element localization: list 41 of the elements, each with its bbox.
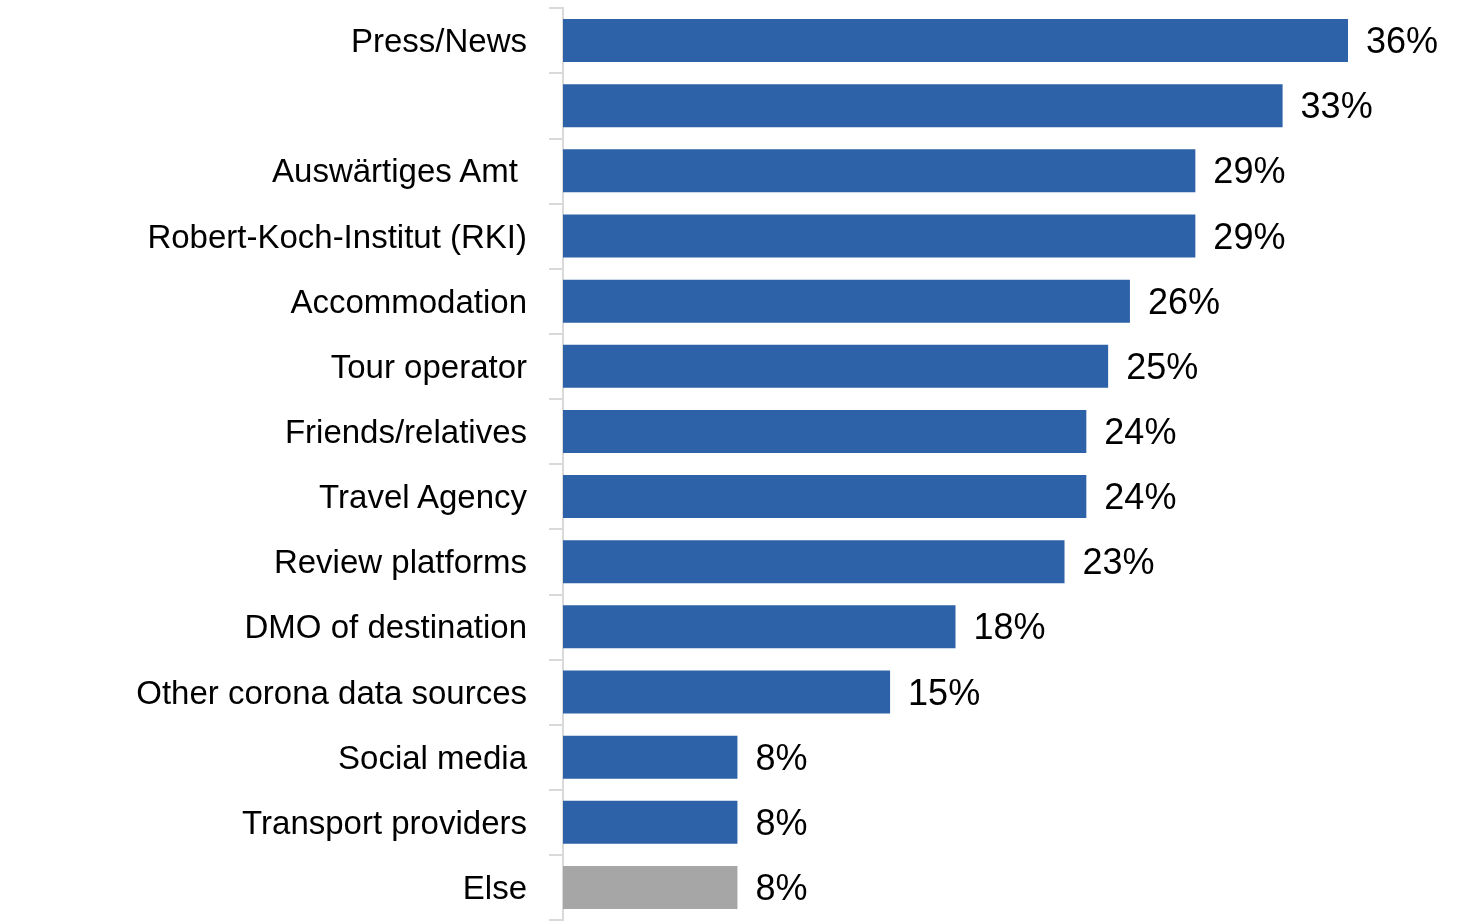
data-label: 24% [1104,476,1177,518]
y-tick-label: Transport providers [242,803,527,841]
y-tick-label: Robert-Koch-Institut (RKI) [147,217,527,255]
y-tick-label: Tour operator [330,347,528,385]
data-label: 23% [1082,541,1155,583]
bar [563,214,1196,258]
data-label: 36% [1366,20,1439,62]
data-label: 8% [755,866,808,908]
data-label: 24% [1104,410,1177,452]
y-tick-label: Press/News [350,22,527,60]
data-label: 33% [1300,85,1373,127]
y-tick-label: Friends/relatives [284,412,527,450]
y-tick-label: DMO of destination [244,608,527,646]
bar [563,149,1196,193]
data-label: 18% [973,606,1046,648]
data-label: 29% [1213,215,1286,257]
bar [563,279,1130,323]
y-tick-label: Other corona data sources [136,673,527,711]
data-label: 15% [908,671,981,713]
bar [563,475,1087,519]
y-tick-label: Social media [338,738,528,776]
y-tick-label: Else [462,868,527,906]
data-label: 8% [755,736,808,778]
bar [563,84,1283,128]
y-tick-label: Accommodation [290,282,527,320]
bar [563,409,1087,453]
bar [563,605,956,649]
data-label: 8% [755,801,808,843]
y-tick-label: Auswärtiges Amt [272,152,527,190]
data-label: 26% [1147,280,1221,322]
bar [563,540,1065,584]
bar [563,670,891,714]
bar [563,19,1348,63]
data-label: 29% [1213,150,1286,192]
bar [563,865,738,909]
bar [563,735,738,779]
bar [563,800,738,844]
bar [563,344,1109,388]
y-tick-label: Review platforms [273,543,527,581]
y-tick-label: Travel Agency [319,478,528,516]
data-label: 25% [1126,345,1199,387]
